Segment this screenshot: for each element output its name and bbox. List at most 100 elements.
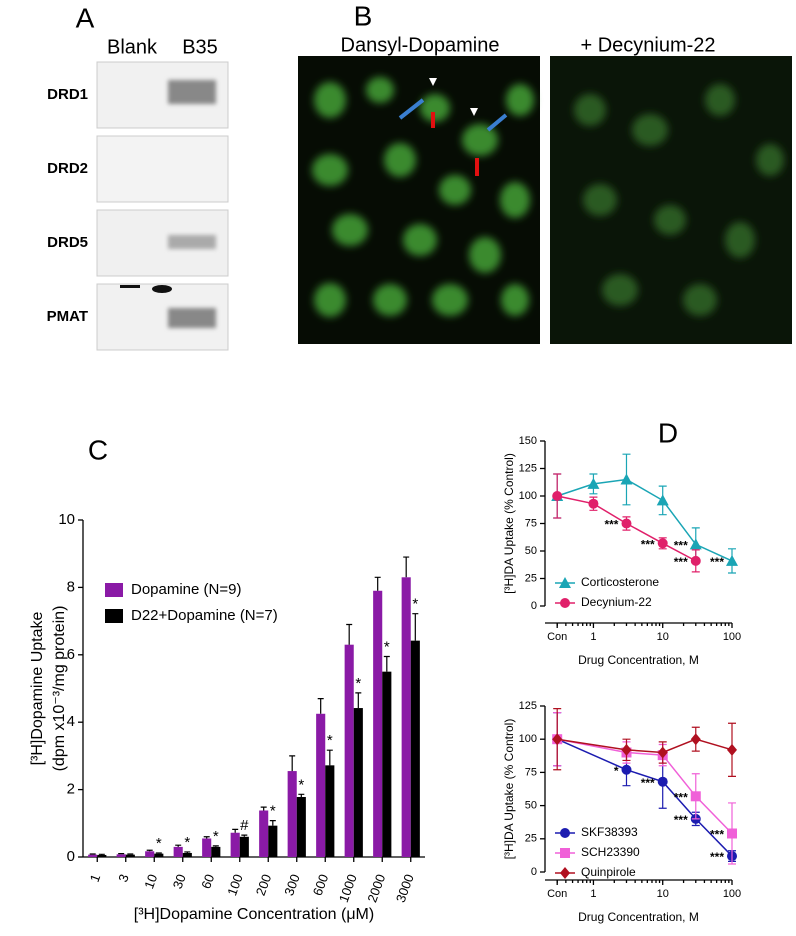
point [560, 867, 570, 879]
x-axis-label: Drug Concentration, M [578, 910, 699, 924]
y-axis-label: (dpm x10⁻³/mg protein) [51, 606, 68, 772]
significance-label: *** [674, 813, 688, 827]
significance-label: * [327, 732, 333, 749]
bar [344, 644, 354, 857]
significance-label: * [213, 828, 219, 845]
bar [145, 851, 155, 857]
point [621, 743, 632, 756]
y-tick-label: 75 [525, 766, 537, 778]
x-tick-label: 100 [224, 872, 246, 898]
point [560, 598, 570, 608]
significance-label: # [240, 817, 249, 834]
significance-label: * [184, 834, 190, 851]
point [727, 828, 737, 839]
x-tick-label: 10 [141, 872, 160, 891]
significance-label: * [412, 596, 418, 613]
error-bar [155, 852, 162, 854]
bar [382, 671, 392, 857]
bar [353, 708, 363, 857]
bar [287, 771, 297, 857]
legend-label: Decynium-22 [581, 595, 652, 609]
point [560, 828, 570, 838]
error-bar [326, 749, 333, 766]
significance-label: *** [674, 555, 688, 569]
y-tick-label: 2 [67, 781, 75, 798]
point [727, 743, 737, 756]
y-tick-label: 0 [531, 600, 537, 612]
x-tick-label: 100 [723, 631, 741, 643]
point [560, 848, 570, 858]
bar [173, 846, 183, 857]
x-tick-label: 1 [590, 631, 596, 643]
gel-column: Blank [107, 36, 158, 58]
gel-blots [96, 61, 229, 351]
y-tick-label: 0 [531, 866, 537, 878]
y-tick-label: 6 [67, 646, 75, 663]
bar [316, 713, 326, 857]
error-bar [212, 845, 219, 847]
error-bar [241, 834, 248, 837]
significance-label: * [384, 638, 390, 655]
error-bar [184, 851, 191, 853]
gel-row: DRD5 [47, 234, 88, 251]
x-tick-label: 600 [310, 872, 332, 898]
y-tick-label: 125 [519, 462, 537, 474]
error-bar [298, 793, 305, 798]
bar [259, 810, 269, 857]
error-bar [317, 698, 324, 714]
y-tick-label: 100 [519, 490, 537, 502]
x-tick-label: Con [547, 631, 567, 643]
legend-label: D22+Dopamine (N=7) [131, 607, 278, 624]
bar [373, 590, 383, 857]
error-bar [346, 623, 353, 645]
bar [325, 765, 335, 857]
bar [116, 854, 126, 857]
gel-row: PMAT [47, 308, 88, 325]
point [552, 491, 563, 501]
image-title: Dansyl-Dopamine [341, 34, 500, 56]
bar [401, 577, 411, 857]
y-axis-label: [³H]Dopamine Uptake [29, 611, 46, 765]
error-bar [260, 806, 267, 811]
error-bar [127, 853, 134, 855]
error-bar [403, 556, 410, 578]
point [656, 494, 669, 506]
x-tick-label: 10 [657, 631, 669, 643]
point [726, 554, 738, 566]
x-tick-label: 1 [87, 872, 104, 884]
y-tick-label: 125 [519, 700, 537, 712]
bar [230, 832, 240, 857]
significance-label: * [355, 675, 361, 692]
x-tick-label: 100 [723, 888, 741, 900]
significance-label: *** [710, 555, 724, 569]
error-bar [355, 692, 362, 709]
point [588, 498, 599, 509]
x-tick-label: 60 [198, 872, 217, 891]
micrograph [298, 56, 792, 344]
panel-label: D [658, 417, 678, 448]
legend-swatch [105, 583, 123, 597]
x-tick-label: 30 [170, 872, 189, 891]
x-tick-label: Con [547, 888, 567, 900]
legend-label: SKF38393 [581, 825, 638, 839]
significance-label: *** [604, 518, 618, 532]
error-bar [232, 828, 239, 833]
gel-column: B35 [182, 36, 218, 58]
point [620, 473, 633, 485]
gel-row: DRD2 [47, 160, 88, 177]
y-tick-label: 25 [525, 833, 537, 845]
y-tick-label: 8 [67, 578, 75, 595]
significance-label: *** [641, 537, 655, 551]
error-bar [203, 836, 210, 839]
x-axis-label: [³H]Dopamine Concentration (μM) [134, 906, 374, 923]
x-tick-label: 1 [590, 888, 596, 900]
y-axis-label: [³H]DA Uptake (% Control) [502, 453, 516, 594]
y-tick-label: 50 [525, 800, 537, 812]
point [690, 791, 701, 802]
point [690, 555, 701, 566]
y-tick-label: 100 [519, 733, 537, 745]
legend-label: Dopamine (N=9) [131, 581, 241, 598]
point [621, 764, 632, 775]
bar [296, 797, 306, 857]
